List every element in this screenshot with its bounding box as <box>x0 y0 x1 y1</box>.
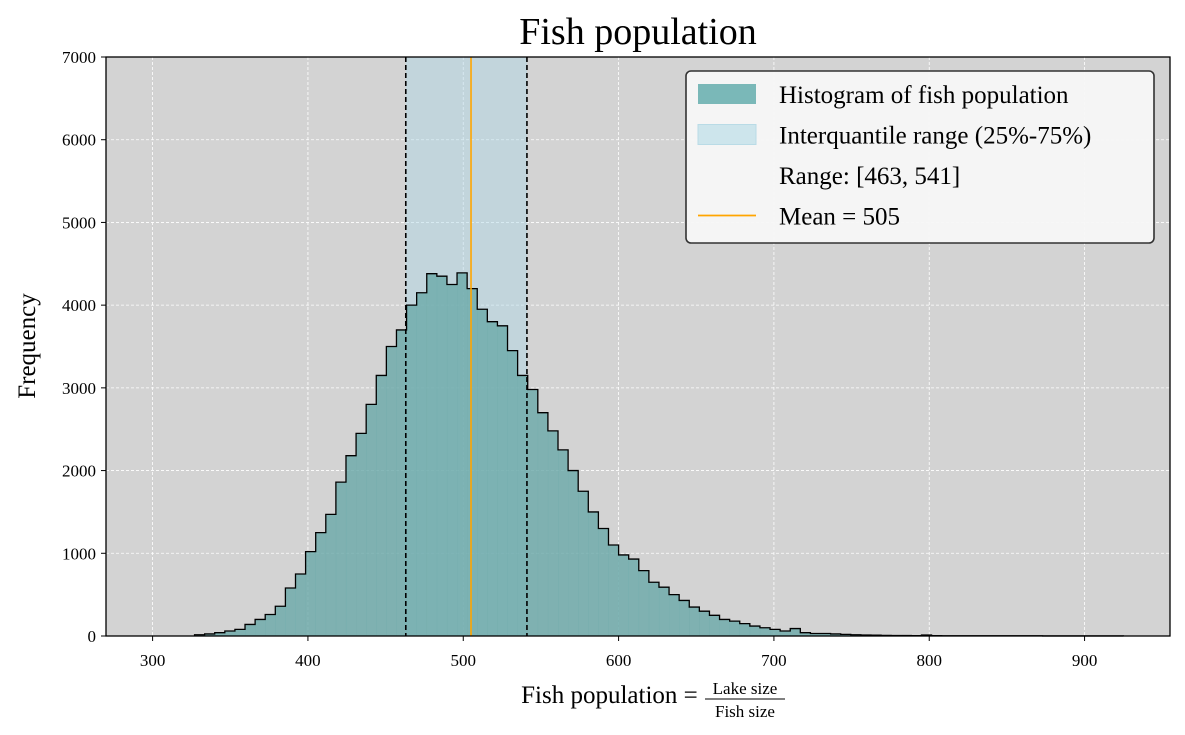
histogram-bar <box>608 545 619 636</box>
histogram-bar <box>285 588 296 636</box>
chart-title: Fish population <box>519 11 757 53</box>
histogram-bar <box>325 514 337 636</box>
histogram-bar <box>699 611 710 636</box>
histogram-bar <box>588 511 599 636</box>
histogram-bar <box>406 305 417 636</box>
x-tick-label: 800 <box>916 651 942 670</box>
histogram-bar <box>598 528 609 636</box>
histogram-bar <box>517 375 529 636</box>
histogram-bar <box>446 284 458 636</box>
histogram-bar <box>618 554 629 636</box>
x-axis-ticks: 300 400 500 600 700 800 900 <box>140 636 1097 670</box>
histogram-bar <box>800 632 811 636</box>
histogram-bar <box>648 582 660 636</box>
histogram-bar <box>497 325 508 636</box>
histogram-bar <box>830 633 842 636</box>
histogram-bar <box>255 619 266 636</box>
histogram-bar <box>669 594 680 636</box>
histogram-bar <box>770 629 781 636</box>
histogram-bar <box>729 621 741 636</box>
histogram-bar <box>759 627 771 636</box>
histogram-bar <box>426 273 438 636</box>
histogram-bar <box>345 455 357 636</box>
histogram-bar <box>658 587 670 636</box>
legend-label: Histogram of fish population <box>779 82 1069 109</box>
histogram-bar <box>810 633 821 636</box>
x-tick-label: 700 <box>761 651 787 670</box>
x-axis-label: Fish population = Lake size Fish size <box>521 679 785 721</box>
histogram-bar <box>527 389 539 636</box>
x-tick-label: 300 <box>140 651 166 670</box>
y-tick-label: 0 <box>88 627 97 646</box>
histogram-bar <box>679 600 690 636</box>
histogram-bar <box>335 482 347 636</box>
x-tick-label: 400 <box>295 651 321 670</box>
histogram-bar <box>820 633 831 636</box>
legend-label: Interquantile range (25%-75%) <box>779 123 1091 150</box>
histogram-bar <box>366 404 377 636</box>
y-axis-ticks: 0 1000 2000 3000 4000 5000 6000 7000 <box>62 48 106 646</box>
histogram-bar <box>568 470 579 636</box>
histogram-bar <box>305 551 316 636</box>
x-tick-label: 900 <box>1072 651 1098 670</box>
histogram-bar <box>457 272 468 636</box>
y-tick-label: 3000 <box>62 379 96 398</box>
histogram-bar <box>840 634 852 636</box>
histogram-bar <box>224 631 236 636</box>
histogram-bar <box>790 628 801 636</box>
histogram-bar <box>214 632 226 636</box>
histogram-bar <box>275 606 286 636</box>
histogram-bar <box>628 559 640 636</box>
histogram-bar <box>436 276 448 636</box>
histogram-bar <box>537 412 549 636</box>
histogram-bar <box>558 449 569 636</box>
histogram-bars <box>194 272 1124 636</box>
histogram-bar <box>245 624 256 636</box>
histogram-bar <box>204 633 216 636</box>
histogram-bar <box>315 532 327 636</box>
histogram-bar <box>689 607 700 636</box>
histogram-bar <box>376 375 387 636</box>
x-axis-label-denominator: Fish size <box>715 702 775 721</box>
histogram-bar <box>467 288 478 636</box>
histogram-bar <box>719 619 730 636</box>
histogram-bar <box>507 350 518 636</box>
legend: Histogram of fish population Interquantil… <box>685 70 1155 244</box>
histogram-bar <box>477 309 488 636</box>
legend-swatch <box>698 84 756 104</box>
histogram-bar <box>265 614 276 636</box>
y-tick-label: 2000 <box>62 462 96 481</box>
y-tick-label: 1000 <box>62 544 96 563</box>
x-axis-label-text: Fish population = <box>521 682 704 709</box>
x-axis-label-numerator: Lake size <box>713 679 778 698</box>
histogram-bar <box>638 570 650 636</box>
histogram-bar <box>416 292 428 636</box>
x-tick-label: 600 <box>606 651 632 670</box>
histogram-bar <box>749 626 761 636</box>
histogram-bar <box>739 623 751 636</box>
y-tick-label: 4000 <box>62 296 96 315</box>
histogram-bar <box>295 573 306 636</box>
histogram-bar <box>396 329 407 636</box>
plot-frame <box>105 56 1171 637</box>
x-tick-label: 500 <box>451 651 477 670</box>
legend-box <box>685 70 1155 244</box>
y-tick-label: 6000 <box>62 131 96 150</box>
histogram-bar <box>356 433 367 636</box>
reference-lines <box>404 57 528 636</box>
legend-swatch <box>697 124 757 145</box>
legend-label: Mean = 505 <box>779 204 900 231</box>
histogram-bar <box>578 491 589 636</box>
histogram-bar <box>709 615 720 636</box>
histogram-bar <box>386 346 397 636</box>
histogram-bar <box>547 430 559 636</box>
y-axis-label: Frequency <box>14 293 41 399</box>
histogram-bar <box>780 631 791 636</box>
histogram-bar <box>234 629 246 636</box>
histogram-bar <box>487 321 498 636</box>
y-tick-label: 5000 <box>62 213 96 232</box>
y-tick-label: 7000 <box>62 48 96 67</box>
legend-label: Range: [463, 541] <box>779 163 960 190</box>
